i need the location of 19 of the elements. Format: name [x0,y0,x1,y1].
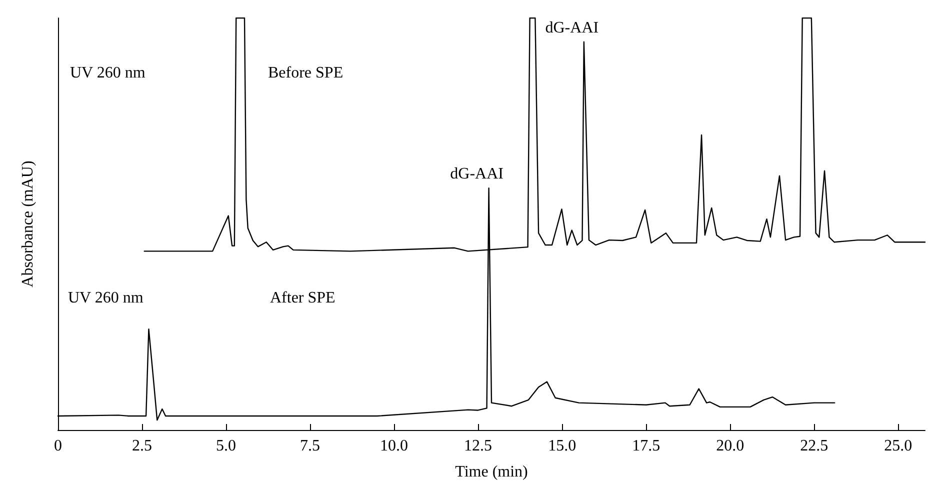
x-tick-label: 25.0 [884,438,912,454]
annotation: dG-AAI [545,19,599,36]
annotation: UV 260 nm [70,64,146,82]
x-tick-label: 5.0 [216,438,236,454]
x-tick-label: 22.5 [800,438,828,454]
annotation: dG-AAI [450,166,504,183]
x-tick-label: 0 [54,438,62,454]
annotation: UV 260 nm [68,290,144,306]
annotation: After SPE [270,290,336,306]
x-tick-label: 17.5 [632,438,660,454]
x-tick-label: 20.0 [716,438,744,454]
annotation: Before SPE [268,64,344,82]
x-tick-label: 10.0 [380,438,408,454]
x-tick-label: 7.5 [300,438,320,454]
x-tick-label: 15.0 [548,438,576,454]
x-tick-label: 2.5 [132,438,152,454]
y-axis-title: Absorbance (mAU) [20,160,36,288]
x-axis-title: Time (min) [455,464,528,480]
x-tick-label: 12.5 [464,438,492,454]
